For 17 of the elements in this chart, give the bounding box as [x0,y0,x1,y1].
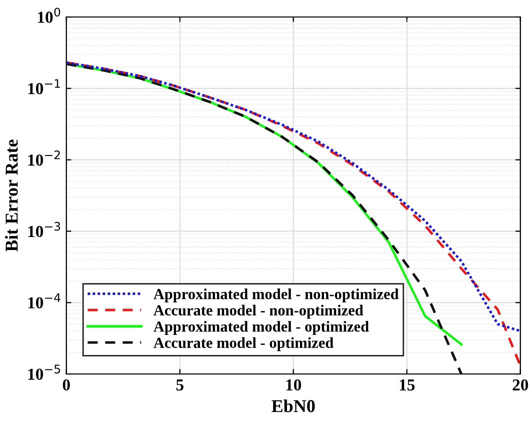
y-tick-label: 10$^{−2}$ [28,150,60,166]
x-axis-title: EbN0 [272,400,315,412]
y-tick-label: 10$^{−3}$ [28,222,60,238]
legend-label: Accurate model - optimized [154,337,334,352]
y-tick-label: 10$^{0}$ [38,8,60,23]
y-tick-label: 10$^{−5}$ [28,364,60,380]
x-tick-label: 20 [512,379,528,391]
x-tick-label: 5 [176,380,184,391]
legend-label: Accurate model - non-optimized [154,304,364,319]
x-tick-label: 0 [62,379,70,391]
x-tick-label: 15 [400,379,415,391]
legend-label: Approximated model - non-optimized [154,288,399,302]
y-tick-label: 10$^{−4}$ [28,293,60,308]
legend-label: Approximated model - optimized [154,320,369,335]
y-axis-title: Bit Error Rate [5,140,18,252]
y-tick-label: 10$^{−1}$ [28,79,60,94]
x-tick-label: 10 [286,379,302,391]
